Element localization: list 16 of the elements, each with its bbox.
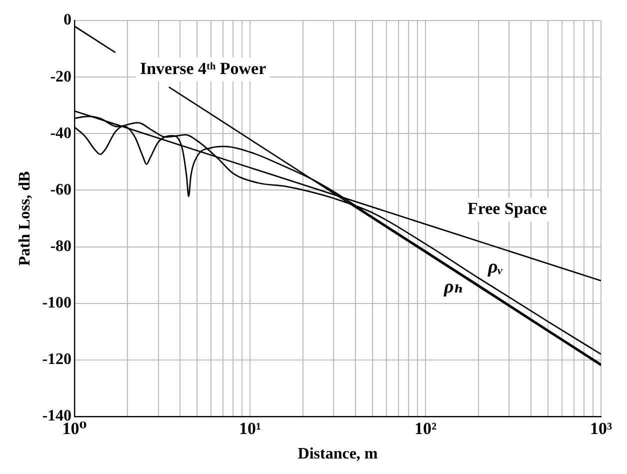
series-label: Free Space [467, 199, 548, 218]
x-axis-title: Distance, m [298, 446, 378, 463]
series-label: Inverse 4ᵗʰ Power [140, 58, 267, 78]
x-tick-label: 10³ [590, 418, 612, 438]
y-tick-label: -20 [50, 68, 72, 86]
y-axis-title: Path Loss, dB [16, 170, 34, 266]
series-label: ρᵥ [486, 256, 503, 278]
y-tick-label: -100 [42, 294, 72, 312]
y-tick-label: -120 [42, 351, 72, 368]
y-tick-label: 0 [64, 12, 72, 29]
series-label: ρₕ [442, 276, 464, 298]
y-tick-label: -40 [50, 124, 72, 142]
y-tick-label: -60 [50, 181, 72, 198]
y-tick-label: -80 [50, 238, 72, 255]
x-tick-label: 10² [414, 418, 437, 438]
x-tick-label: 10¹ [238, 418, 262, 438]
